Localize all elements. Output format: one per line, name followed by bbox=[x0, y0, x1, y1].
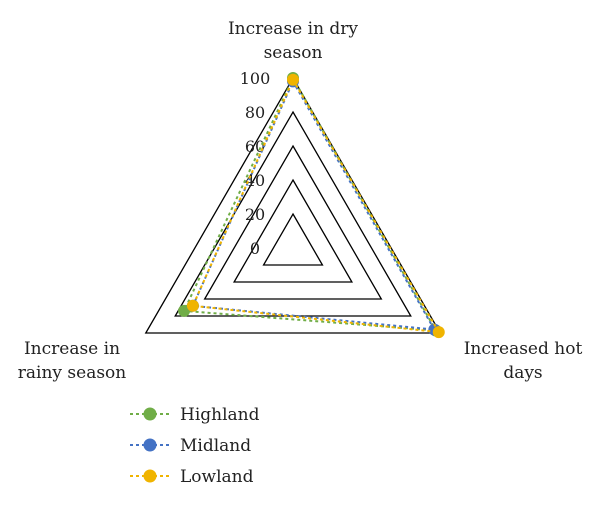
legend-item-lowland: Lowland bbox=[130, 467, 254, 487]
legend-swatch-marker bbox=[143, 407, 157, 421]
axis-label: Increase in bbox=[24, 339, 120, 359]
series-lowland bbox=[186, 73, 445, 339]
series-highland bbox=[178, 72, 442, 337]
axis-label: days bbox=[503, 363, 542, 383]
grid-ring-40 bbox=[232, 178, 354, 283]
data-point bbox=[178, 304, 191, 317]
series-line bbox=[191, 79, 437, 331]
radial-tick-label: 0 bbox=[250, 239, 260, 258]
series-line bbox=[182, 75, 438, 332]
radial-tick-label: 20 bbox=[245, 205, 265, 224]
legend-item-highland: Highland bbox=[130, 405, 260, 425]
axis-label: Increased hot bbox=[464, 339, 583, 359]
grid-ring-60 bbox=[203, 144, 383, 300]
legend-swatch-marker bbox=[143, 438, 157, 452]
data-series bbox=[178, 72, 445, 339]
legend-item-midland: Midland bbox=[130, 436, 251, 456]
legend-label: Highland bbox=[180, 405, 260, 425]
legend: Highland Midland Lowland bbox=[130, 405, 260, 487]
radial-tick-label: 100 bbox=[240, 69, 271, 88]
legend-label: Midland bbox=[180, 436, 251, 456]
radar-grid bbox=[144, 76, 442, 334]
axis-label: rainy season bbox=[18, 363, 127, 383]
data-point bbox=[432, 326, 445, 339]
legend-label: Lowland bbox=[180, 467, 254, 487]
radial-tick-label: 60 bbox=[245, 137, 265, 156]
legend-swatch-marker bbox=[143, 469, 157, 483]
radial-tick-labels: 0 20 40 60 80 100 bbox=[240, 69, 271, 258]
grid-ring-20 bbox=[262, 212, 324, 266]
data-point bbox=[287, 73, 299, 86]
grid-ring-100 bbox=[144, 76, 442, 334]
axis-label: Increase in dry bbox=[228, 19, 358, 39]
radial-tick-label: 40 bbox=[245, 171, 265, 190]
radial-tick-label: 80 bbox=[245, 103, 265, 122]
series-line bbox=[191, 77, 441, 334]
data-point bbox=[186, 299, 199, 312]
axis-label: season bbox=[264, 43, 323, 63]
axis-labels: Increase in dry season Increased hot days In… bbox=[18, 19, 583, 383]
